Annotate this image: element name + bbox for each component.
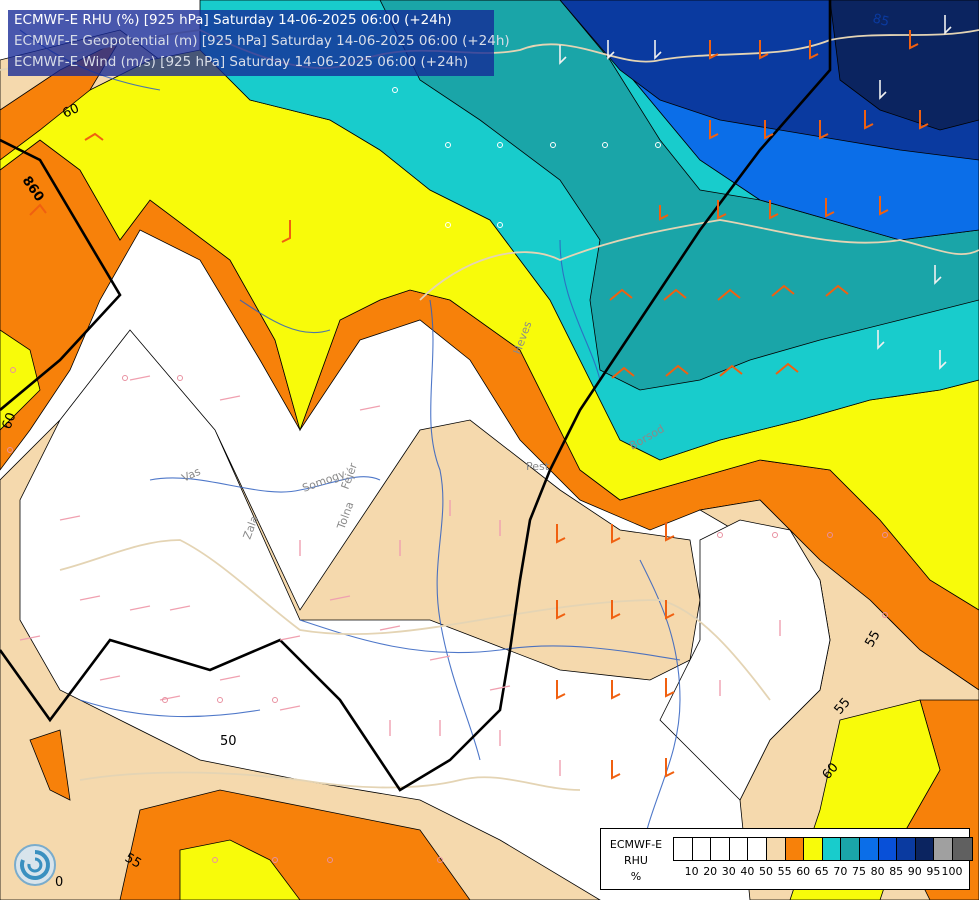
legend-tick-label: 65	[814, 865, 829, 878]
rhu-band-yellow-left-patch	[0, 329, 41, 431]
rhu-band-yellow-south	[179, 839, 301, 900]
legend-swatch	[692, 838, 712, 860]
legend-swatch	[729, 838, 749, 860]
legend-tick-label: 30	[721, 865, 736, 878]
isohypse-860-line	[0, 138, 122, 411]
legend-tick-label: 100	[941, 865, 963, 878]
rhu-band-white-east	[659, 519, 831, 801]
legend-ticks: 10 20 30 40 50 55 60 65 70 75 80 85 90 95 100	[673, 865, 973, 881]
legend-swatches	[673, 837, 973, 861]
label-rhu-55-b: 55	[122, 850, 144, 871]
legend-swatch	[934, 838, 953, 860]
geopotential-contours	[0, 0, 832, 792]
place-pest: Pest	[526, 460, 550, 473]
legend-swatch	[841, 838, 860, 860]
rhu-band-dark-navy	[829, 0, 979, 131]
legend-tick-label: 20	[703, 865, 718, 878]
country-borders	[0, 29, 979, 791]
legend-swatch	[674, 838, 693, 860]
rhu-title: ECMWF-E RHU (%) [925 hPa] Saturday 14-06…	[14, 12, 452, 28]
legend-tick-label: 70	[833, 865, 848, 878]
ecmwf-logo-icon	[14, 844, 56, 886]
isohypse-main-line	[0, 0, 832, 792]
legend-swatch	[878, 838, 898, 860]
legend-swatch	[915, 838, 935, 860]
geopotential-title: ECMWF-E Geopotential (m) [925 hPa] Satur…	[14, 33, 510, 49]
legend-swatch	[859, 838, 879, 860]
legend-swatch	[748, 838, 767, 860]
wind-barbs	[19, 15, 952, 780]
label-rhu-60-a: 60	[60, 101, 81, 122]
legend-swatch	[822, 838, 842, 860]
label-rhu-60-b: 60	[0, 411, 19, 432]
legend-tick-label: 85	[889, 865, 904, 878]
legend-unit: %	[630, 870, 642, 883]
legend-tick-label: 90	[907, 865, 922, 878]
legend-tick-label: 50	[759, 865, 773, 878]
legend-tick-label: 60	[796, 865, 811, 878]
label-rhu-85: 85	[871, 11, 891, 30]
legend-tick-label: 80	[870, 865, 885, 878]
legend-title: ECMWF-E RHU %	[601, 837, 671, 885]
legend-swatch	[804, 838, 823, 860]
rhu-band-orange-south	[29, 729, 471, 900]
wind-title: ECMWF-E Wind (m/s) [925 hPa] Saturday 14…	[14, 54, 469, 70]
legend-swatch	[766, 838, 786, 860]
legend-variable: RHU	[624, 854, 648, 867]
grid-points	[392, 87, 661, 228]
legend-tick-label: 75	[852, 865, 866, 878]
legend-tick-label: 40	[740, 865, 755, 878]
label-rhu-50: 50	[220, 734, 237, 749]
color-legend: ECMWF-E RHU % 10 20 30 40 50 55 60 65 70 75 80 85 90…	[600, 828, 973, 890]
legend-swatch	[711, 838, 730, 860]
legend-swatch	[785, 838, 805, 860]
legend-swatch	[897, 838, 916, 860]
legend-tick-label: 95	[926, 865, 941, 878]
legend-tick-label: 10	[684, 865, 699, 878]
legend-model: ECMWF-E	[609, 838, 663, 851]
label-rhu-55-a: 55	[862, 628, 883, 650]
label-rhu-0: 0	[55, 875, 63, 890]
legend-swatch	[952, 838, 972, 860]
map-info-box: ECMWF-E RHU (%) [925 hPa] Saturday 14-06…	[8, 10, 510, 76]
legend-tick-label: 55	[777, 865, 792, 878]
